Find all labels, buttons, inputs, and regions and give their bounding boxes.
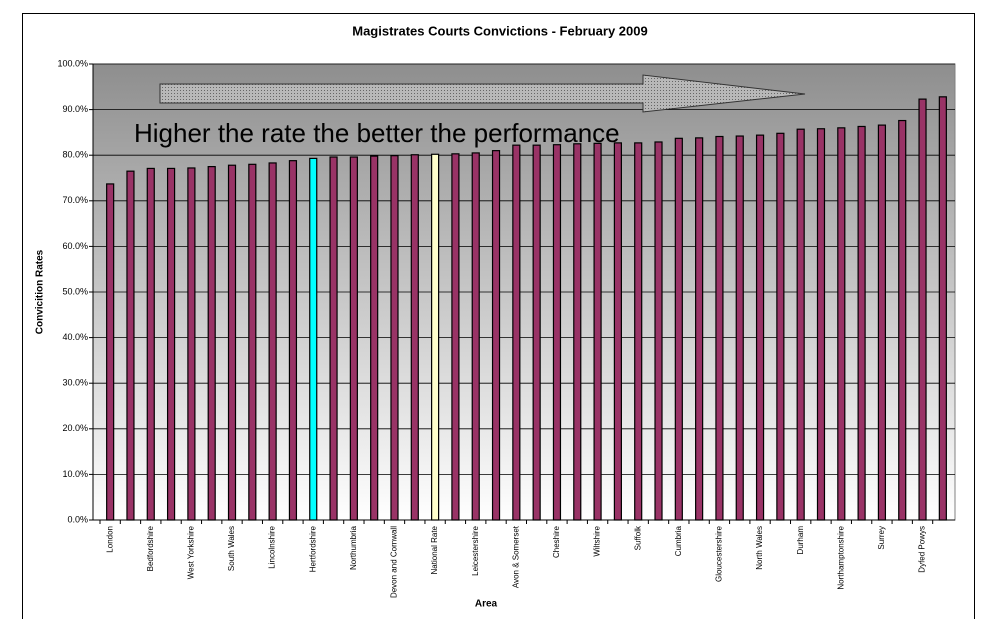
y-tick-label: 50.0% [62, 286, 88, 296]
bar [349, 156, 358, 521]
bar [309, 157, 318, 521]
y-tick-label: 90.0% [62, 104, 88, 114]
bar [593, 142, 602, 521]
bar [207, 166, 216, 521]
bar [532, 144, 541, 521]
bar [877, 124, 887, 521]
y-tick-label: 70.0% [62, 195, 88, 205]
bar [146, 167, 155, 521]
x-axis-label: Area [475, 599, 498, 610]
x-tick-label: Avon & Somerset [511, 525, 520, 588]
x-tick-label: North Wales [755, 526, 764, 570]
bar [613, 142, 622, 521]
bar [106, 183, 115, 521]
x-tick-label: Cheshire [552, 525, 561, 558]
bar [431, 153, 440, 521]
chart-title: Magistrates Courts Convictions - Februar… [352, 23, 647, 38]
bar [674, 137, 683, 521]
x-tick-label: Bedfordshire [146, 525, 155, 571]
bar [166, 167, 176, 521]
bar [634, 142, 643, 521]
bar [248, 163, 257, 521]
bar [573, 143, 582, 521]
y-tick-label: 80.0% [62, 150, 88, 160]
x-tick-label: National Rate [430, 525, 439, 574]
x-tick-label: Gloucestershire [715, 525, 724, 582]
x-tick-label: Lincolnshire [268, 525, 277, 568]
y-axis-label: Convicition Rates [35, 249, 46, 334]
x-tick-label: West Yorkshire [187, 525, 196, 579]
bar [715, 135, 724, 521]
bar [695, 137, 704, 521]
bar [187, 167, 196, 521]
x-tick-label: Wiltshire [593, 525, 602, 556]
bar [776, 132, 785, 521]
bar [938, 96, 947, 521]
bar [227, 164, 237, 521]
y-tick-label: 60.0% [62, 241, 88, 251]
bar [898, 119, 907, 521]
bar [370, 155, 379, 521]
bar [552, 144, 562, 521]
bar [390, 155, 399, 521]
x-tick-label: Dyfed Powys [918, 526, 927, 573]
x-tick-label: Suffolk [633, 525, 642, 550]
bar [451, 153, 460, 521]
y-tick-label: 30.0% [62, 378, 88, 388]
x-tick-label: Durham [796, 526, 805, 555]
x-tick-label: Northumbria [349, 525, 358, 570]
x-tick-label: Surrey [877, 526, 886, 550]
x-tick-label: Hertfordshire [308, 525, 317, 572]
bar [654, 141, 663, 521]
x-tick-label: Devon and Cornwall [390, 526, 399, 598]
bar [491, 150, 501, 521]
x-tick-label: Cumbria [674, 525, 683, 556]
bar [512, 144, 521, 521]
bar [471, 152, 480, 521]
bar [837, 127, 846, 521]
y-tick-label: 0.0% [67, 514, 88, 524]
y-tick-label: 20.0% [62, 423, 88, 433]
bar [329, 156, 338, 521]
bar [288, 160, 298, 521]
bar [816, 128, 826, 521]
bar [918, 98, 927, 521]
x-tick-label: Leicestershire [471, 525, 480, 575]
y-tick-label: 40.0% [62, 332, 88, 342]
arrow [159, 74, 806, 113]
x-tick-label: South Wales [227, 526, 236, 571]
y-tick-label: 10.0% [62, 469, 88, 479]
y-tick-label: 100.0% [57, 58, 88, 68]
bar [735, 135, 744, 521]
bar [796, 128, 805, 521]
bar [410, 154, 419, 521]
x-tick-label: London [105, 526, 114, 553]
bar [755, 134, 765, 521]
bar [268, 162, 277, 521]
bar [126, 170, 135, 521]
bar [857, 125, 866, 521]
annotation: Higher the rate the better the performan… [134, 118, 620, 148]
x-tick-label: Northamptonshire [836, 525, 845, 589]
